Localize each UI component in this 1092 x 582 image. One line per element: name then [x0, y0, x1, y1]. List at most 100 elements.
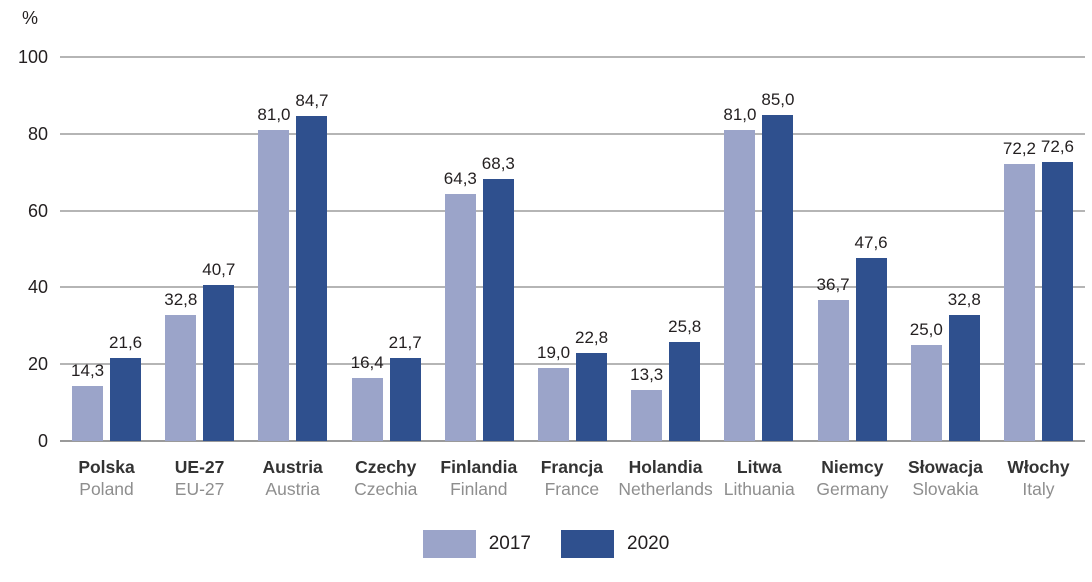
bar-2020: 22,8	[575, 329, 608, 441]
category-label-polish: Słowacja	[907, 457, 983, 477]
bar-2017: 36,7	[817, 275, 850, 441]
gridline	[60, 209, 1085, 212]
bar-2020: 21,7	[389, 333, 422, 441]
legend-item-2020: 2020	[561, 530, 669, 558]
bar-value-label: 14,3	[71, 361, 105, 381]
bar-group: 81,0 84,7	[246, 57, 339, 441]
category-label-polish: Litwa	[736, 457, 782, 477]
category-label-polish: Polska	[78, 457, 135, 477]
x-axis-line	[60, 440, 1085, 442]
bar-value-label: 16,4	[350, 353, 384, 373]
plot-area: 14,3 21,6 32,8 40,7 81,0 84,7 16,4 21,7 64,3 68,3…	[60, 56, 1085, 442]
category-label-english: Slovakia	[912, 479, 979, 499]
bar-value-label: 47,6	[854, 233, 888, 253]
gridline	[60, 286, 1085, 289]
category-label: Niemcy Germany	[806, 456, 899, 500]
bar-value-label: 64,3	[443, 169, 477, 189]
legend: 2017 2020	[0, 530, 1092, 558]
category-label-polish: Finlandia	[440, 457, 518, 477]
category-label-english: Netherlands	[618, 479, 713, 499]
category-label-english: EU-27	[174, 479, 225, 499]
bar-group: 13,3 25,8	[619, 57, 712, 441]
y-axis-tick-labels: 0 20 40 60 80 100	[0, 48, 48, 450]
category-label-polish: UE-27	[174, 457, 225, 477]
bar-2017: 64,3	[444, 169, 477, 441]
category-label-english: Poland	[79, 479, 134, 499]
gridline	[60, 56, 1085, 58]
bar-2020: 47,6	[855, 234, 888, 441]
category-label-polish: Niemcy	[821, 457, 884, 477]
bar-value-label: 68,3	[481, 153, 515, 173]
bar-2020: 84,7	[295, 91, 329, 441]
bar-value-label: 13,3	[630, 364, 664, 384]
category-label-english: Lithuania	[723, 479, 795, 499]
category-label: UE-27 EU-27	[153, 456, 246, 500]
category-label: Słowacja Slovakia	[899, 456, 992, 500]
bar-group: 16,4 21,7	[340, 57, 433, 441]
bar-value-label: 25,0	[909, 320, 943, 339]
y-tick-label: 40	[27, 277, 48, 298]
bar-group: 25,0 32,8	[899, 57, 992, 441]
bar-groups: 14,3 21,6 32,8 40,7 81,0 84,7 16,4 21,7 64,3 68,3…	[60, 57, 1085, 441]
legend-swatch	[422, 530, 476, 558]
category-label-polish: Włochy	[1007, 457, 1070, 477]
legend-label: 2020	[627, 533, 670, 554]
category-label-english: Italy	[1022, 479, 1055, 499]
gridline	[60, 132, 1085, 135]
legend-item-2017: 2017	[422, 530, 531, 558]
category-label: Finlandia Finland	[432, 456, 525, 500]
bar-group: 72,2 72,6	[992, 57, 1085, 441]
bar-value-label: 25,8	[668, 316, 702, 336]
bar-2020: 85,0	[761, 90, 794, 441]
category-label-english: Czechia	[354, 479, 418, 499]
bar-group: 81,0 85,0	[712, 57, 805, 441]
bar-2017: 13,3	[630, 365, 663, 441]
category-label: Litwa Lithuania	[713, 456, 806, 500]
category-label-english: Germany	[816, 479, 889, 499]
bar-2020: 25,8	[668, 317, 701, 441]
bar-value-label: 21,6	[109, 333, 143, 353]
bar-2020: 21,6	[109, 333, 142, 441]
bar-group: 32,8 40,7	[153, 57, 246, 441]
bar-2017: 81,0	[723, 105, 756, 441]
y-tick-label: 60	[27, 200, 48, 221]
bar-value-label: 72,2	[1002, 138, 1037, 158]
gridline	[60, 363, 1085, 366]
bar-group: 19,0 22,8	[526, 57, 619, 441]
bar-2017: 19,0	[537, 343, 570, 441]
bar-2017: 72,2	[1003, 139, 1036, 441]
bar-value-label: 22,8	[574, 328, 609, 348]
bar-value-label: 81,0	[723, 104, 757, 124]
bar-value-label: 72,6	[1040, 137, 1075, 157]
category-label-english: France	[544, 479, 600, 499]
category-label-polish: Francja	[540, 457, 603, 477]
category-label: Austria Austria	[246, 456, 339, 500]
category-label-english: Austria	[265, 479, 320, 499]
bar-2017: 32,8	[164, 290, 197, 441]
category-label: Francja France	[525, 456, 618, 500]
y-axis-unit-label: %	[22, 8, 39, 28]
bar-value-label: 21,7	[388, 332, 422, 352]
y-tick-label: 100	[17, 47, 48, 67]
bar-value-label: 32,8	[947, 290, 981, 310]
bar-2020: 40,7	[202, 260, 235, 441]
bar-value-label: 40,7	[202, 259, 236, 279]
bar-value-label: 32,8	[164, 290, 198, 310]
bar-2017: 16,4	[351, 353, 384, 441]
y-tick-label: 20	[27, 354, 48, 375]
bar-2020: 72,6	[1041, 138, 1074, 441]
bar-value-label: 81,0	[257, 104, 291, 124]
bar-group: 36,7 47,6	[806, 57, 899, 441]
category-label-polish: Czechy	[355, 457, 417, 477]
category-label-polish: Holandia	[628, 457, 703, 477]
legend-label: 2017	[488, 533, 531, 554]
bar-group: 14,3 21,6	[60, 57, 153, 441]
category-label: Włochy Italy	[992, 456, 1085, 500]
bar-2017: 14,3	[71, 361, 104, 441]
category-label: Holandia Netherlands	[618, 456, 712, 500]
bar-value-label: 84,7	[295, 90, 329, 110]
legend-swatch	[561, 530, 614, 558]
bar-2020: 68,3	[482, 154, 515, 441]
bar-value-label: 19,0	[536, 343, 571, 363]
